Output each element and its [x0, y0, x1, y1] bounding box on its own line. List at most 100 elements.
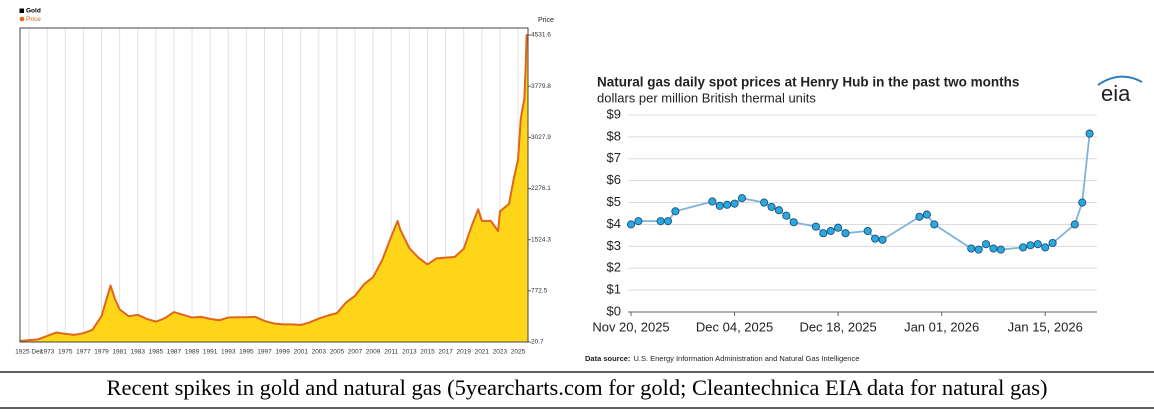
marker: [671, 207, 680, 216]
x-tick-label: 1981: [112, 349, 127, 356]
y-tick-label: $7: [607, 150, 621, 165]
marker: [774, 206, 783, 215]
source-label: Data source:: [585, 354, 630, 363]
y-tick-label: 2276.1: [531, 185, 551, 192]
x-tick-label: 1979: [94, 349, 109, 356]
x-tick-label: 2025: [511, 349, 526, 356]
marker: [708, 197, 717, 206]
plot-frame: [19, 27, 529, 343]
marker: [930, 220, 939, 229]
x-tick-label: Jan 01, 2026: [904, 319, 979, 334]
x-tick-label: Jan 15, 2026: [1008, 319, 1083, 334]
marker: [1026, 241, 1035, 250]
marker: [656, 217, 665, 226]
marker: [863, 226, 872, 236]
x-tick-label: 2019: [456, 349, 471, 356]
chart-title: Natural gas daily spot prices at Henry H…: [597, 75, 1019, 90]
legend-title: Gold: [26, 8, 41, 15]
y-tick-label: $8: [607, 128, 621, 143]
x-tick-label: 2001: [293, 349, 308, 356]
legend-label: Price: [26, 16, 41, 23]
marker: [760, 198, 769, 207]
x-tick-label: 2021: [475, 349, 490, 356]
logo-swoosh: [1097, 75, 1143, 86]
x-tick-label: 2015: [420, 349, 435, 356]
y-tick-label: $0: [607, 303, 621, 318]
y-tick-label: 3779.8: [531, 83, 551, 90]
marker: [789, 218, 798, 227]
marker: [915, 212, 924, 221]
marker: [1041, 243, 1050, 252]
marker: [715, 201, 724, 210]
x-tick-label: 1985: [149, 349, 164, 356]
marker: [1048, 238, 1057, 248]
x-tick-label: 1995: [239, 349, 254, 356]
y-tick-label: $3: [607, 238, 621, 253]
x-tick-label: 1983: [130, 349, 145, 356]
line: [19, 34, 529, 342]
marker: [922, 210, 931, 219]
marker: [981, 240, 991, 249]
marker: [1078, 198, 1087, 207]
x-tick-label: Dec 18, 2025: [799, 319, 876, 334]
x-tick-label: 1977: [76, 349, 91, 356]
x-tick-label: 2017: [438, 349, 453, 356]
x-tick-label: 1993: [221, 349, 236, 356]
y-axis-label: Price: [538, 17, 554, 24]
legend-marker: [19, 8, 24, 13]
y-tick-label: 3027.9: [531, 134, 551, 141]
y-tick-label: 772.5: [531, 288, 548, 295]
x-tick-label: 1973: [40, 349, 55, 356]
marker: [871, 234, 880, 243]
x-tick-label: 1997: [257, 349, 272, 356]
x-tick-label: 1925 Dec: [15, 349, 44, 356]
marker: [737, 194, 747, 203]
x-tick-label: 1989: [185, 349, 200, 356]
marker: [730, 199, 739, 208]
x-tick-label: 2005: [330, 349, 345, 356]
y-tick-label: $5: [607, 194, 621, 209]
marker: [782, 211, 791, 220]
marker: [996, 245, 1005, 254]
y-tick-label: $6: [607, 172, 621, 187]
x-tick-label: 1999: [275, 349, 290, 356]
x-tick-label: 1991: [203, 349, 218, 356]
x-tick-label: 1987: [167, 349, 182, 356]
marker: [967, 244, 976, 253]
x-tick-label: 2003: [312, 349, 327, 356]
x-tick-label: Nov 20, 2025: [592, 319, 669, 334]
x-tick-label: Dec 04, 2025: [696, 319, 773, 334]
marker: [841, 229, 850, 238]
area: [20, 35, 528, 342]
y-tick-label: $4: [607, 216, 621, 231]
legend-marker: [19, 16, 25, 22]
marker: [819, 229, 828, 238]
y-tick-label: $2: [607, 260, 621, 275]
caption: Recent spikes in gold and natural gas (5…: [107, 375, 1048, 400]
marker: [974, 245, 983, 254]
marker: [634, 217, 643, 226]
x-tick-label: 2007: [348, 349, 363, 356]
marker: [767, 202, 776, 211]
marker: [989, 244, 998, 253]
marker: [1018, 243, 1028, 252]
marker: [723, 200, 732, 209]
marker: [663, 217, 673, 226]
x-tick-label: 2009: [366, 349, 381, 356]
chart-subtitle: dollars per million British thermal unit…: [597, 90, 816, 105]
marker: [626, 220, 636, 229]
y-tick-label: 20.7: [531, 339, 544, 346]
y-tick-label: 4531.6: [531, 32, 551, 39]
y-tick-label: $1: [607, 282, 621, 297]
marker: [1070, 220, 1079, 229]
marker: [1085, 129, 1094, 138]
x-tick-label: 2013: [402, 349, 417, 356]
x-tick-label: 2023: [493, 349, 508, 356]
x-tick-label: 2011: [384, 349, 398, 356]
x-tick-label: 1975: [58, 349, 73, 356]
marker: [826, 226, 835, 236]
marker: [1033, 240, 1042, 249]
marker: [811, 222, 820, 231]
marker: [878, 235, 887, 244]
